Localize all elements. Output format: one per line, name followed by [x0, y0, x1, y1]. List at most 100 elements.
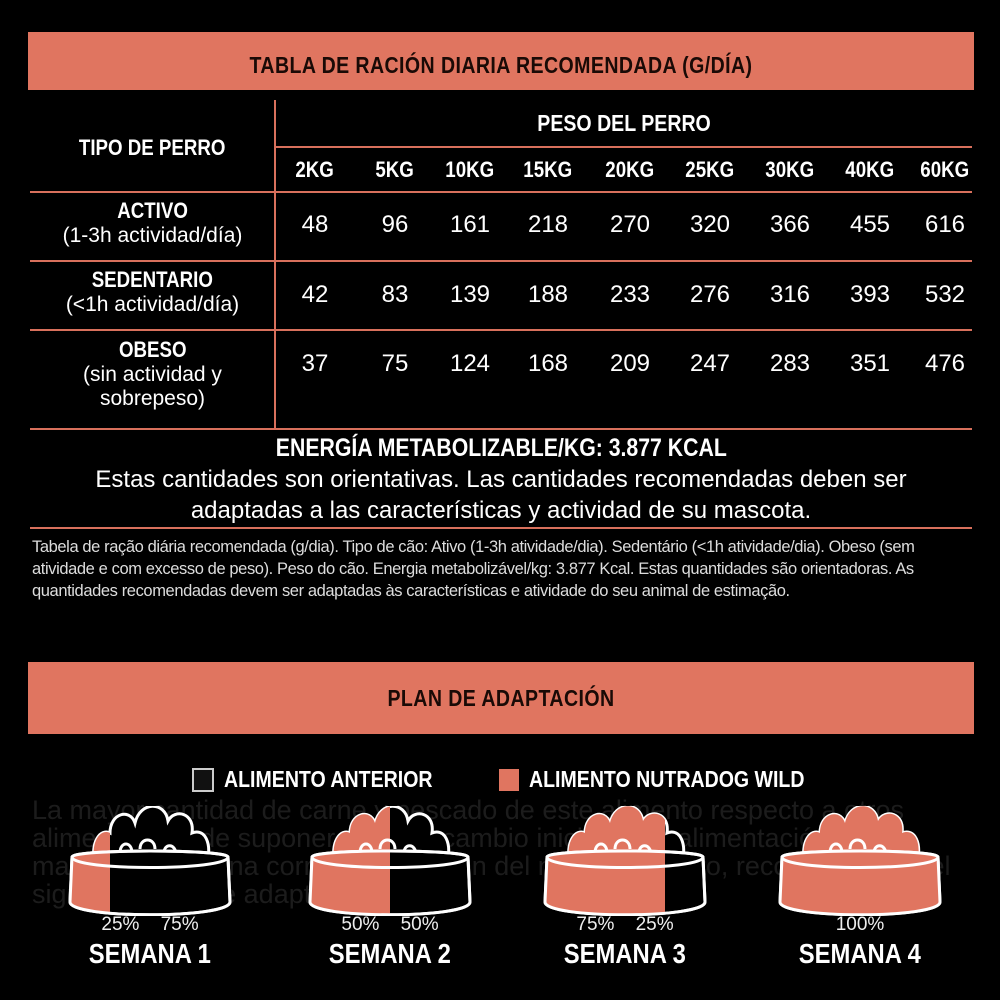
weight-label: 15KG [523, 157, 573, 182]
food-bowl-icon [68, 806, 232, 916]
table-cell: 48 [301, 211, 329, 238]
adaptation-title-band: PLAN DE ADAPTACIÓN [28, 662, 974, 734]
row-name: OBESO [118, 337, 187, 362]
row-detail: (<1h actividad/día) [65, 293, 240, 316]
food-bowl-icon [543, 806, 707, 916]
table-cell: 161 [449, 211, 491, 238]
table-cell: 209 [609, 350, 651, 377]
week-percentages: 100% [790, 914, 930, 936]
week-label: SEMANA 2 [328, 938, 452, 969]
table-divider [30, 527, 972, 529]
legend-label-previous: ALIMENTO ANTERIOR [224, 766, 433, 792]
table-cell: 37 [301, 350, 329, 377]
portuguese-note: Tabela de ração diária recomendada (g/di… [32, 538, 915, 600]
previous-food-pct: 50% [400, 914, 439, 935]
weight-label: 20KG [605, 157, 655, 182]
row-name: SEDENTARIO [91, 267, 214, 292]
table-cell: 532 [924, 281, 966, 308]
weight-header-wrap: PESO DEL PERRO [277, 110, 972, 137]
energy-wrap: ENERGÍA METABOLIZABLE/KG: 3.877 KCAL [30, 434, 972, 463]
legend: ALIMENTO ANTERIOR ALIMENTO NUTRADOG WILD [192, 766, 853, 793]
food-bowl-icon [778, 806, 942, 916]
table-cell: 393 [849, 281, 891, 308]
table-cell: 83 [381, 281, 409, 308]
week-percentages: 75% 25% [555, 914, 695, 936]
row-detail: (1-3h actividad/día) [62, 224, 243, 247]
table-cell: 96 [381, 211, 409, 238]
energy-value: ENERGÍA METABOLIZABLE/KG: 3.877 KCAL [275, 434, 727, 462]
week-label: SEMANA 4 [798, 938, 922, 969]
weight-label: 60KG [920, 157, 970, 182]
table-divider [30, 329, 972, 331]
table-cell: 233 [609, 281, 651, 308]
week-label-wrap: SEMANA 4 [770, 938, 950, 970]
table-divider [30, 428, 972, 430]
table-cell: 188 [527, 281, 569, 308]
table-cell: 366 [769, 211, 811, 238]
weight-column-header: 15KG [508, 157, 588, 183]
week-percentages: 25% 75% [80, 914, 220, 936]
adaptation-title: PLAN DE ADAPTACIÓN [387, 685, 615, 711]
weight-column-header: 40KG [830, 157, 910, 183]
table-cell: 316 [769, 281, 811, 308]
legend-swatch-previous [192, 767, 214, 792]
table-cell: 168 [527, 350, 569, 377]
row-detail: (sin actividad y sobrepeso) [83, 363, 222, 410]
weight-label: 2KG [295, 157, 335, 182]
weight-label: 40KG [845, 157, 895, 182]
weight-column-header: 20KG [590, 157, 670, 183]
new-food-pct: 100% [835, 914, 885, 935]
weight-header: PESO DEL PERRO [537, 110, 712, 136]
new-food-pct: 75% [576, 914, 615, 935]
weight-label: 5KG [375, 157, 415, 182]
table-cell: 616 [924, 211, 966, 238]
legend-label-new: ALIMENTO NUTRADOG WILD [529, 766, 805, 792]
table-divider-vertical [274, 100, 276, 428]
week-label-wrap: SEMANA 2 [300, 938, 480, 970]
table-cell: 283 [769, 350, 811, 377]
type-header-wrap: TIPO DE PERRO [30, 136, 275, 160]
row-label: OBESO (sin actividad y sobrepeso) [30, 338, 275, 411]
table-divider [30, 191, 972, 193]
row-label: ACTIVO (1-3h actividad/día) [30, 199, 275, 248]
table-cell: 276 [689, 281, 731, 308]
table-cell: 320 [689, 211, 731, 238]
table-cell: 42 [301, 281, 329, 308]
table-cell: 139 [449, 281, 491, 308]
week-label: SEMANA 1 [88, 938, 212, 969]
table-cell: 455 [849, 211, 891, 238]
row-name: ACTIVO [117, 198, 188, 223]
weight-column-header: 30KG [750, 157, 830, 183]
table-cell: 124 [449, 350, 491, 377]
row-label: SEDENTARIO (<1h actividad/día) [30, 268, 275, 317]
weight-label: 10KG [445, 157, 495, 182]
food-bowl-icon [308, 806, 472, 916]
weight-label: 25KG [685, 157, 735, 182]
week-label-wrap: SEMANA 3 [535, 938, 715, 970]
weight-column-header: 60KG [905, 157, 985, 183]
week-percentages: 50% 50% [320, 914, 460, 936]
week-label-wrap: SEMANA 1 [60, 938, 240, 970]
table-cell: 218 [527, 211, 569, 238]
ration-note: Estas cantidades son orientativas. Las c… [95, 466, 907, 524]
previous-food-pct: 75% [160, 914, 199, 935]
weight-column-header: 10KG [430, 157, 510, 183]
table-cell: 476 [924, 350, 966, 377]
new-food-pct: 50% [341, 914, 380, 935]
table-cell: 351 [849, 350, 891, 377]
weight-column-header: 2KG [275, 157, 355, 183]
weight-label: 30KG [765, 157, 815, 182]
weight-column-header: 25KG [670, 157, 750, 183]
table-divider [30, 260, 972, 262]
legend-swatch-new [499, 768, 520, 791]
table-cell: 247 [689, 350, 731, 377]
previous-food-pct: 25% [635, 914, 674, 935]
week-label: SEMANA 3 [563, 938, 687, 969]
new-food-pct: 25% [101, 914, 140, 935]
table-cell: 75 [381, 350, 409, 377]
table-divider [276, 146, 972, 148]
weight-column-header: 5KG [355, 157, 435, 183]
table-cell: 270 [609, 211, 651, 238]
ration-table-title: TABLA DE RACIÓN DIARIA RECOMENDADA (G/DÍ… [249, 52, 753, 78]
type-header: TIPO DE PERRO [79, 135, 226, 160]
